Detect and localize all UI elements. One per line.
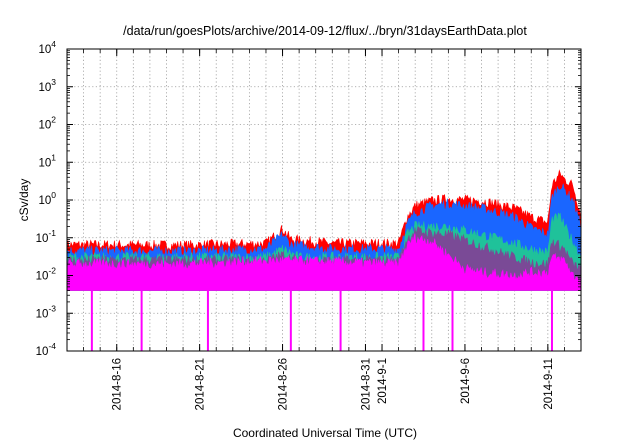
chart-title: /data/run/goesPlots/archive/2014-09-12/f… xyxy=(123,24,527,38)
x-axis-label: Coordinated Universal Time (UTC) xyxy=(233,426,417,440)
y-tick-label: 101 xyxy=(38,152,56,169)
y-tick-label: 10-3 xyxy=(36,303,57,320)
x-tick-label: 2014-8-31 xyxy=(360,358,372,410)
y-axis-label: cSv/day xyxy=(17,179,31,222)
x-tick-label: 2014-8-21 xyxy=(195,358,207,410)
y-tick-label: 100 xyxy=(38,190,56,207)
y-axis: 10-4 10-3 10-2 10-1 100 101 102 103 104 xyxy=(36,39,581,358)
y-tick-label: 103 xyxy=(38,77,56,94)
y-tick-label: 10-4 xyxy=(36,341,57,358)
x-tick-label: 2014-8-26 xyxy=(278,358,290,410)
x-tick-label: 2014-9-11 xyxy=(543,358,555,410)
y-tick-label: 104 xyxy=(38,39,56,56)
x-tick-label: 2014-9-6 xyxy=(460,358,472,404)
y-tick-label: 102 xyxy=(38,115,56,132)
x-tick-label: 2014-9-1 xyxy=(377,358,389,404)
y-tick-label: 10-1 xyxy=(36,228,57,245)
grid-lines xyxy=(67,49,581,351)
x-axis: 2014-8-16 2014-8-21 2014-8-26 2014-8-31 2014… xyxy=(83,49,565,410)
plot-area xyxy=(67,169,581,351)
y-tick-label: 10-2 xyxy=(36,266,57,283)
x-tick-label: 2014-8-16 xyxy=(112,358,124,410)
plot-frame xyxy=(66,48,582,352)
series-band-5 xyxy=(67,233,581,291)
